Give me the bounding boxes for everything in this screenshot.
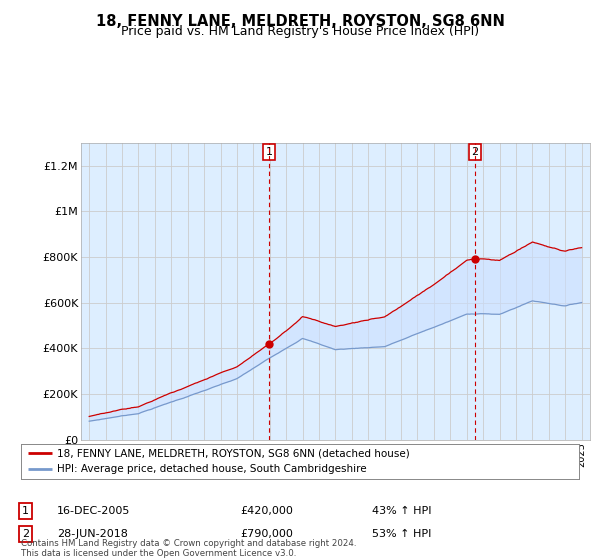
- Text: 28-JUN-2018: 28-JUN-2018: [57, 529, 128, 539]
- Text: 18, FENNY LANE, MELDRETH, ROYSTON, SG8 6NN (detached house): 18, FENNY LANE, MELDRETH, ROYSTON, SG8 6…: [57, 449, 410, 459]
- Text: 1: 1: [266, 147, 272, 157]
- Text: £420,000: £420,000: [240, 506, 293, 516]
- Text: 53% ↑ HPI: 53% ↑ HPI: [372, 529, 431, 539]
- Text: 2: 2: [22, 529, 29, 539]
- Text: 16-DEC-2005: 16-DEC-2005: [57, 506, 130, 516]
- Text: £790,000: £790,000: [240, 529, 293, 539]
- Text: 18, FENNY LANE, MELDRETH, ROYSTON, SG8 6NN: 18, FENNY LANE, MELDRETH, ROYSTON, SG8 6…: [95, 14, 505, 29]
- Text: Price paid vs. HM Land Registry's House Price Index (HPI): Price paid vs. HM Land Registry's House …: [121, 25, 479, 38]
- Text: HPI: Average price, detached house, South Cambridgeshire: HPI: Average price, detached house, Sout…: [57, 464, 367, 474]
- Text: Contains HM Land Registry data © Crown copyright and database right 2024.
This d: Contains HM Land Registry data © Crown c…: [21, 539, 356, 558]
- Text: 43% ↑ HPI: 43% ↑ HPI: [372, 506, 431, 516]
- Text: 2: 2: [472, 147, 478, 157]
- Text: 1: 1: [22, 506, 29, 516]
